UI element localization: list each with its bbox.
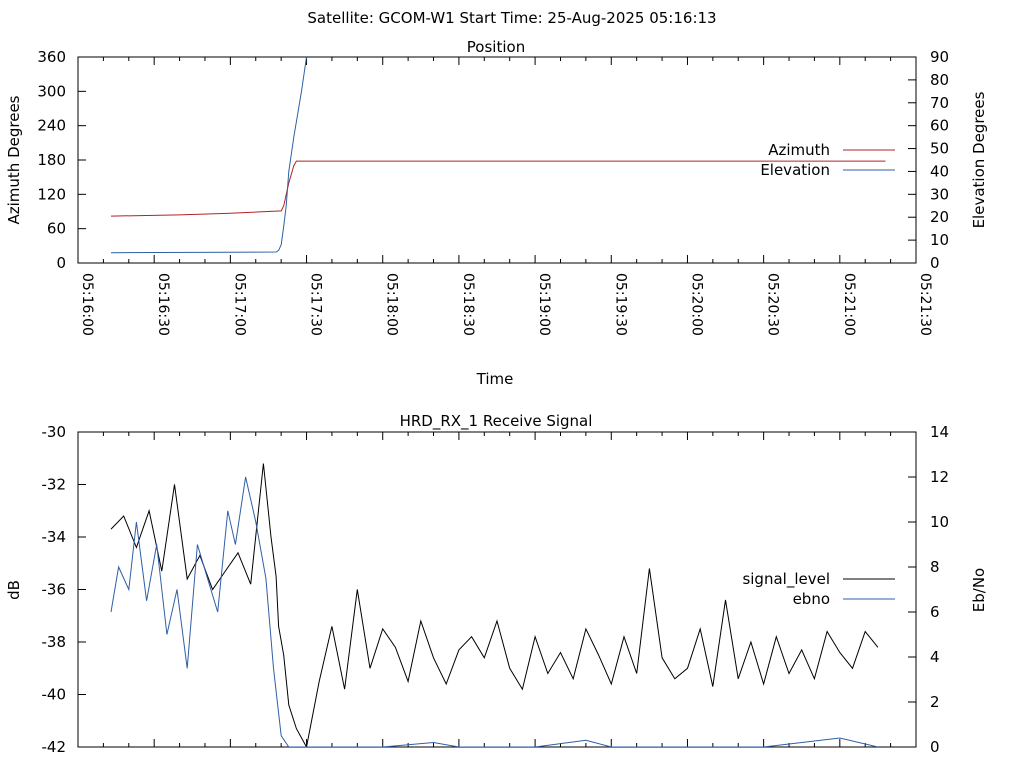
legend-label-azimuth: Azimuth <box>768 141 830 159</box>
position-y2-tick-label: 10 <box>930 231 949 249</box>
receive-signal-y-tick-label: -30 <box>42 423 67 441</box>
receive-signal-y-axis-label: dB <box>5 580 23 600</box>
position-plot-frame <box>77 56 917 264</box>
receive-signal-y2-axis-label: Eb/No <box>970 568 988 612</box>
receive-signal-y2-tick-label: 10 <box>930 513 949 531</box>
receive-signal-y-tick-label: -42 <box>42 738 67 756</box>
legend-label-signal-level: signal_level <box>742 570 830 589</box>
position-x-tick-label: 05:19:00 <box>536 273 552 336</box>
position-chart: Position 05:16:00 05:16:30 05:17:00 05:17:3… <box>5 38 988 388</box>
position-y-tick-label: 240 <box>37 117 66 135</box>
position-y-tick-label: 120 <box>37 185 66 203</box>
position-x-tick-label: 05:20:00 <box>688 273 704 336</box>
legend-label-elevation: Elevation <box>760 161 830 179</box>
receive-signal-plot-frame <box>77 431 917 748</box>
receive-signal-y2-tick-label: 4 <box>930 648 940 666</box>
position-x-tick-label: 05:20:30 <box>765 273 781 336</box>
position-y2-axis-label: Elevation Degrees <box>970 91 988 228</box>
legend-label-ebno: ebno <box>793 590 830 608</box>
series-line-ebno <box>110 476 879 747</box>
receive-signal-y2-tick-label: 14 <box>930 423 949 441</box>
position-y2-tick-label: 20 <box>930 208 949 226</box>
series-line-elevation <box>110 57 307 254</box>
position-y-tick-label: 0 <box>56 254 66 272</box>
position-y2-tick-label: 40 <box>930 162 949 180</box>
series-line-signal-level <box>110 463 879 747</box>
position-y-tick-label: 60 <box>47 220 66 238</box>
receive-signal-y-tick-label: -34 <box>42 528 67 546</box>
position-y-tick-label: 360 <box>37 48 66 66</box>
position-y2-tick-label: 0 <box>930 254 940 272</box>
receive-signal-y2-tick-label: 2 <box>930 693 940 711</box>
page-title: Satellite: GCOM-W1 Start Time: 25-Aug-20… <box>307 9 716 27</box>
position-x-tick-label: 05:21:30 <box>917 273 933 336</box>
position-x-tick-label: 05:16:00 <box>79 273 95 336</box>
receive-signal-y-tick-label: -32 <box>42 476 67 494</box>
receive-signal-y2-tick-label: 0 <box>930 738 940 756</box>
receive-signal-y2-tick-label: 12 <box>930 468 949 486</box>
position-x-tick-label: 05:17:00 <box>231 273 247 336</box>
series-line-azimuth <box>110 160 886 217</box>
receive-signal-y-tick-label: -36 <box>42 581 67 599</box>
position-y-tick-label: 180 <box>37 151 66 169</box>
position-x-tick-label: 05:17:30 <box>308 273 324 336</box>
receive-signal-y2-tick-label: 6 <box>930 603 940 621</box>
position-y-tick-label: 300 <box>37 82 66 100</box>
receive-signal-y-tick-label: -40 <box>42 686 67 704</box>
receive-signal-y2-tick-label: 8 <box>930 558 940 576</box>
receive-signal-chart-title: HRD_RX_1 Receive Signal <box>400 412 593 431</box>
position-y2-tick-label: 90 <box>930 48 949 66</box>
position-y2-tick-label: 30 <box>930 185 949 203</box>
position-x-tick-label: 05:21:00 <box>841 273 857 336</box>
position-x-axis-label: Time <box>476 370 514 388</box>
position-x-tick-label: 05:19:30 <box>612 273 628 336</box>
position-y2-tick-label: 50 <box>930 140 949 158</box>
position-x-tick-label: 05:18:00 <box>384 273 400 336</box>
position-y-axis-label: Azimuth Degrees <box>5 95 23 224</box>
position-y2-tick-label: 80 <box>930 71 949 89</box>
position-y2-tick-label: 60 <box>930 117 949 135</box>
position-x-tick-label: 05:18:30 <box>460 273 476 336</box>
position-x-tick-label: 05:16:30 <box>155 273 171 336</box>
receive-signal-y-tick-label: -38 <box>42 633 67 651</box>
position-chart-title: Position <box>467 38 525 56</box>
position-legend: Azimuth Elevation <box>760 141 895 179</box>
position-y2-tick-label: 70 <box>930 94 949 112</box>
receive-signal-chart: HRD_RX_1 Receive Signal -30 -32 -34 -36 -38 -… <box>5 412 988 756</box>
